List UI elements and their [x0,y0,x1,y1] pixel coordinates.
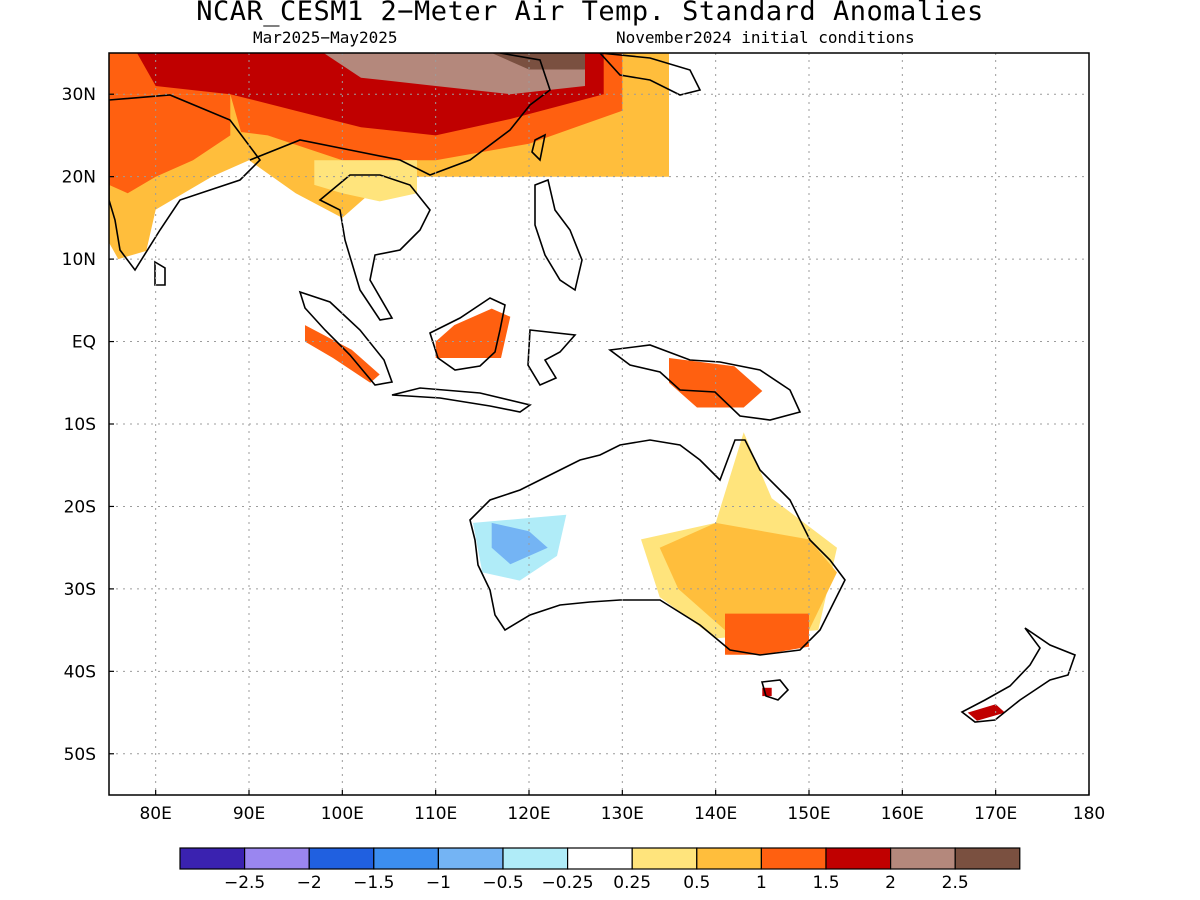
colorbar-label: −1 [426,873,451,893]
colorbar-label: 1.5 [812,873,839,893]
png-coastline [607,344,802,421]
colorbar-swatch [179,847,246,870]
borneo-anomaly [435,308,511,358]
australia-east-anomaly-1 [659,522,837,631]
colorbar-swatch [373,847,439,870]
lon-tick-label: 90E [233,804,265,824]
colorbar-label: 2.5 [942,873,969,893]
india-coastline [109,94,262,272]
colorbar-swatch [244,847,310,870]
axis-ticks: 80E 90E 100E 110E 120E 130E 140E 150E 160E 170E 18… [62,85,1106,824]
indochina-warm [314,160,417,202]
indochina-coastline [318,174,431,321]
lat-tick-label: 50S [64,745,96,765]
lon-tick-label: 130E [601,804,644,824]
anomaly-regions [109,53,1005,721]
colorbar-swatch [437,847,504,870]
tasmania-coastline [760,679,790,701]
srilanka-coastline [154,260,166,286]
lon-tick-label: 110E [414,804,457,824]
new-zealand-south [967,704,1005,721]
colorbar-swatch [566,847,633,870]
sumatra-coastline [298,290,394,386]
australia-west-anomaly-0_5 [491,522,548,565]
lat-tick-label: 20N [62,168,96,188]
colorbar-swatch [502,847,569,870]
lat-tick-label: 10N [62,250,96,270]
colorbar-label: 0.25 [613,873,651,893]
china-coastline [249,53,551,176]
colorbar-label: 0.5 [683,873,710,893]
lon-tick-label: 140E [694,804,737,824]
lat-tick-label: 30S [64,580,96,600]
colorbar-swatch [696,847,762,870]
colorbar-label: −1.5 [353,873,394,893]
lon-tick-label: 180 [1073,804,1105,824]
colorbar-label: 2 [885,873,896,893]
japan-coastline [598,53,702,96]
lat-tick-label: 10S [64,415,96,435]
map-title: NCAR_CESM1 2−Meter Air Temp. Standard An… [196,0,984,27]
australia-se-anomaly-1_5 [725,613,809,655]
colorbar-label: −0.5 [482,873,523,893]
coastlines [109,53,1077,723]
colorbar-swatch [954,847,1021,870]
initial-conditions-subtitle: November2024 initial conditions [616,28,915,47]
colorbar-swatch [308,847,375,870]
colorbar-swatch [631,847,698,870]
philippines-coastline [534,178,583,292]
lat-tick-label: 30N [62,85,96,105]
lon-tick-label: 170E [974,804,1017,824]
lat-tick-label: 20S [64,497,96,517]
lat-tick-label: 40S [64,662,96,682]
taiwan-coastline [531,133,547,162]
graticule [109,53,1089,795]
india-anomaly-1_5 [109,94,231,194]
colorbar-label: −2 [297,873,322,893]
colorbar-label: 1 [756,873,767,893]
lon-tick-label: 80E [139,804,171,824]
mongolia-anomaly-high [491,53,585,70]
borneo-coastline [429,297,506,371]
lon-tick-label: 120E [507,804,550,824]
colorbar-label: −0.25 [542,873,594,893]
sulawesi-coastline [527,329,577,387]
lon-tick-label: 160E [881,804,924,824]
australia-coastline [469,439,846,656]
new-zealand-coastline [960,627,1077,723]
lon-tick-label: 100E [321,804,364,824]
java-coastline [391,387,532,413]
colorbar-swatch [760,847,827,870]
colorbar: −2.5 −2 −1.5 −1 −0.5 −0.25 0.25 0.5 1 1.5 2 2.5 [179,847,1021,893]
colorbar-swatch [825,847,892,870]
lon-tick-label: 150E [787,804,830,824]
period-subtitle: Mar2025−May2025 [253,28,398,47]
lat-tick-label: EQ [72,333,96,353]
colorbar-label: −2.5 [224,873,265,893]
colorbar-swatch [889,847,956,870]
